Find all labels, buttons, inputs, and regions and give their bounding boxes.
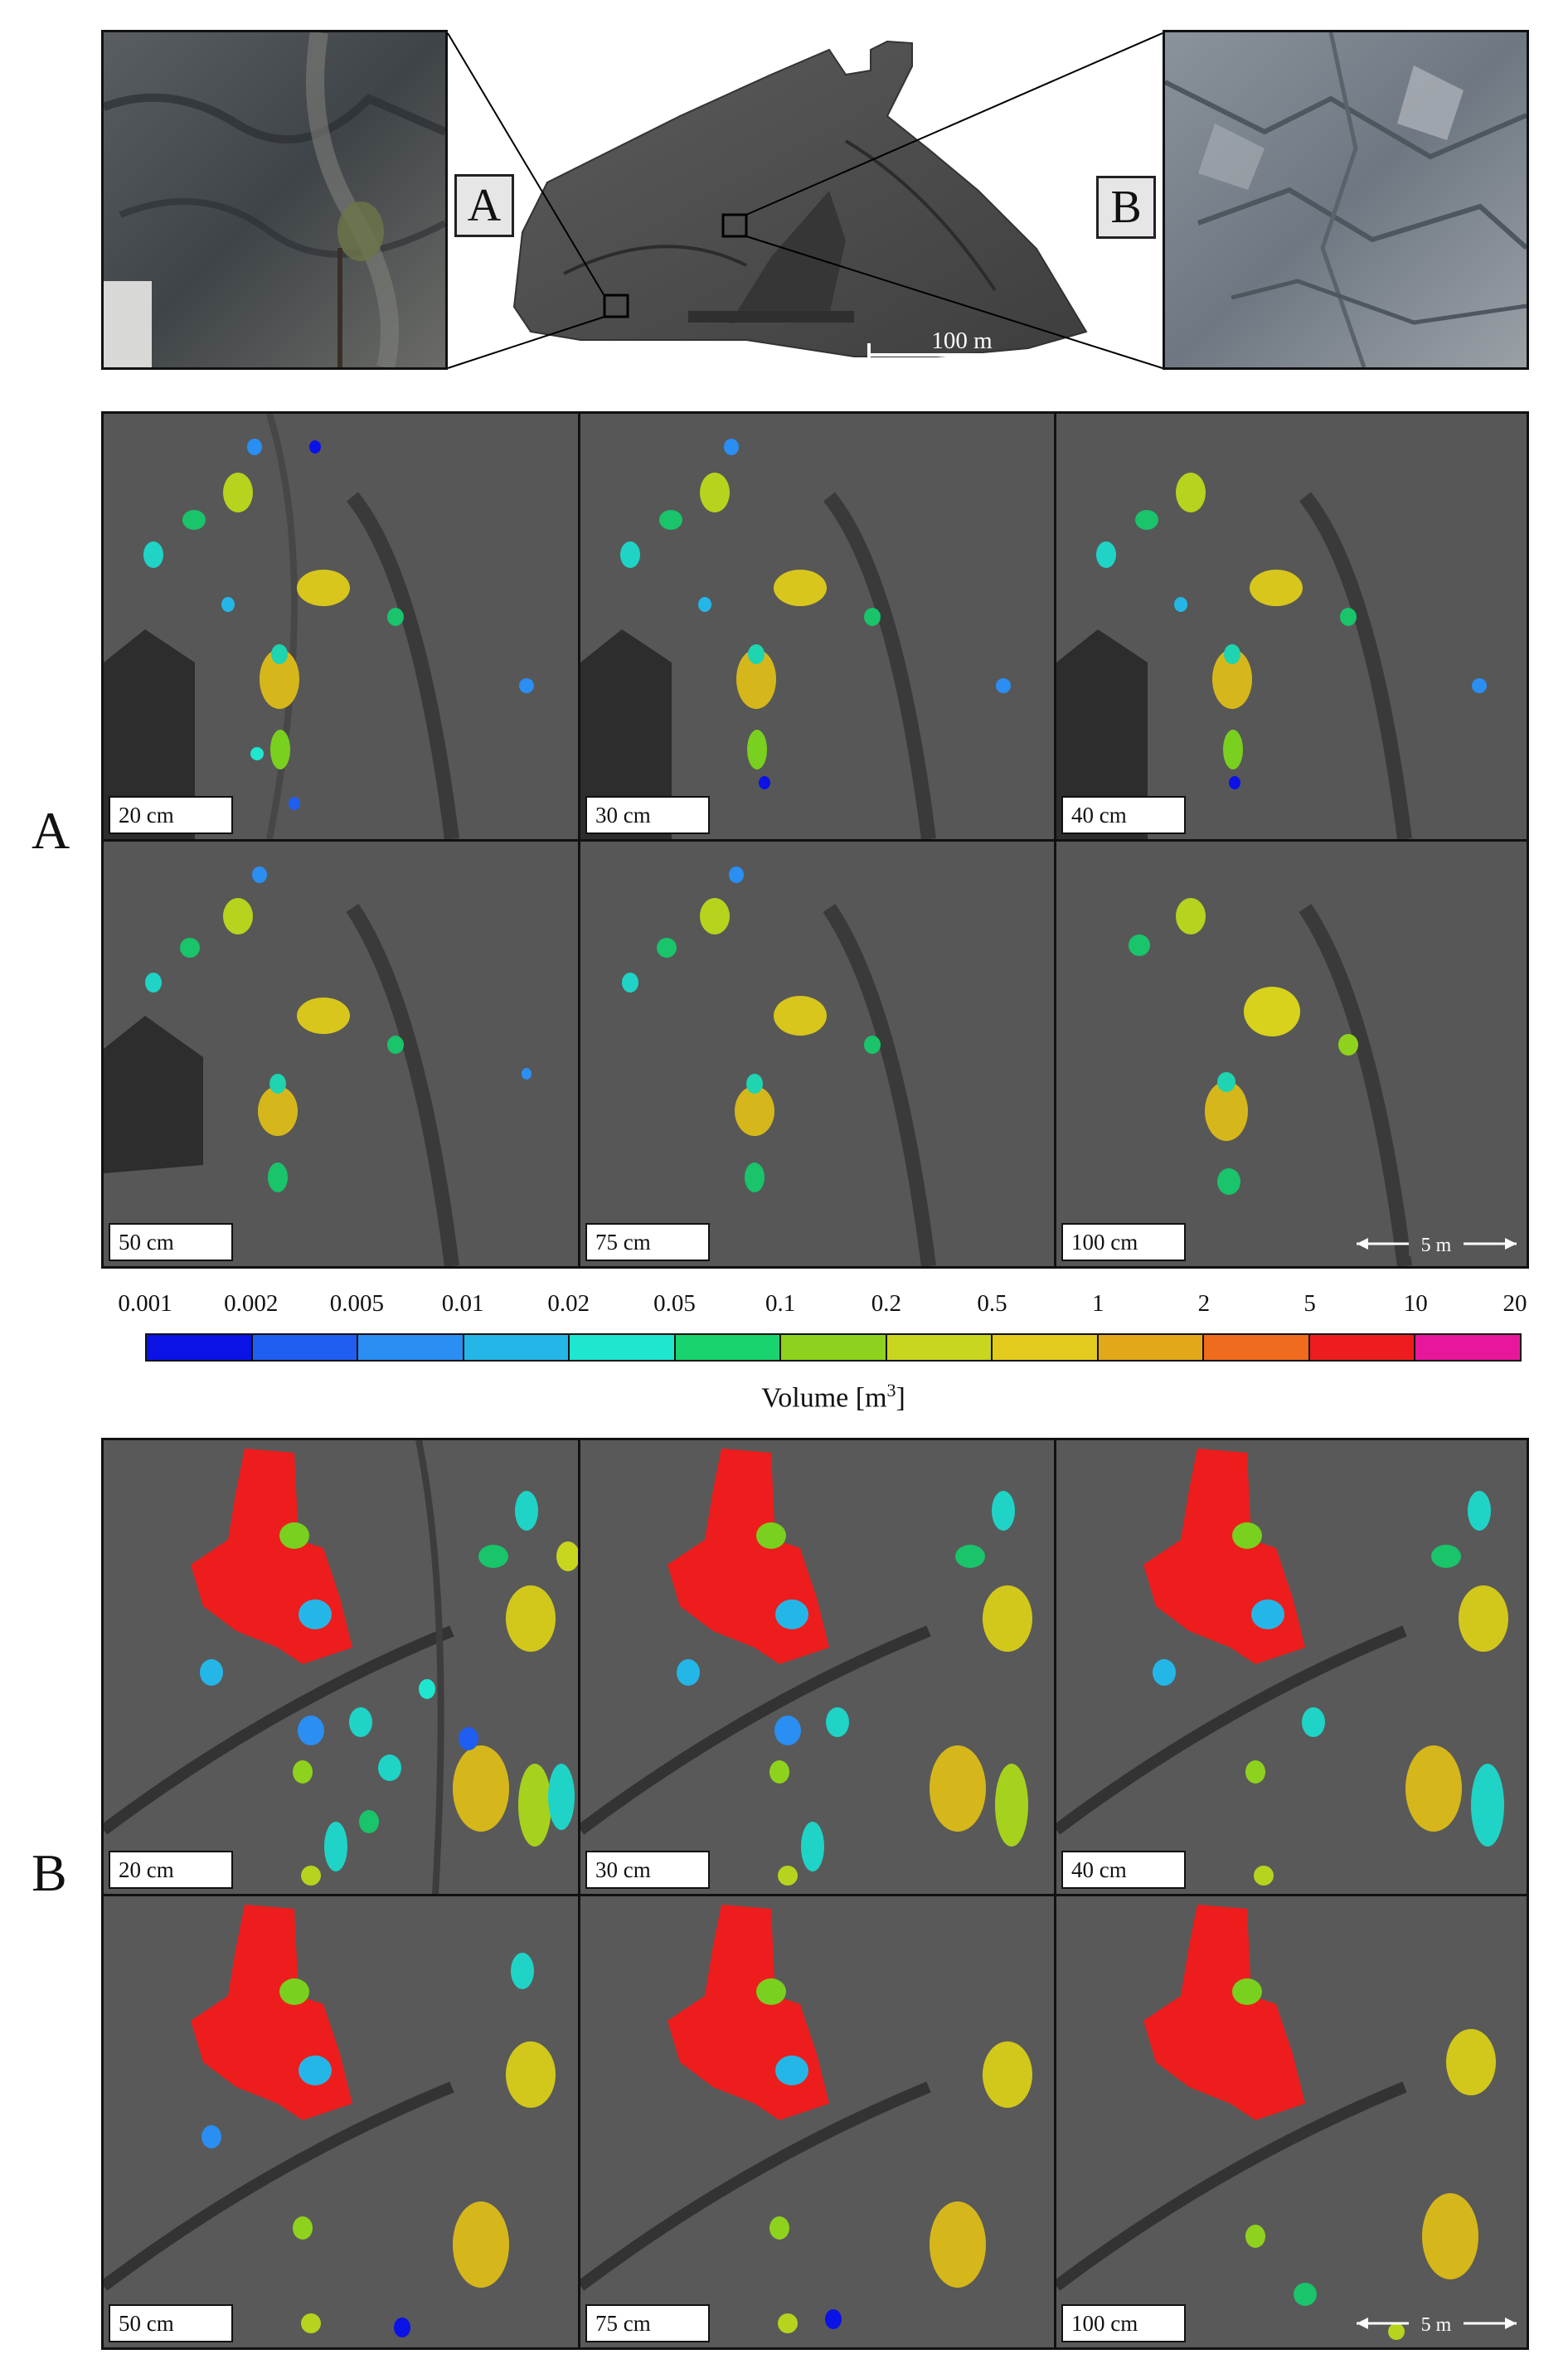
colorbar: 0.001 0.002 0.005 0.01 0.02 0.05 0.1 0.2 0.5 1 2 5 1… — [118, 1290, 1527, 1423]
terrain-render — [104, 842, 578, 1266]
terrain-render — [580, 1440, 1054, 1894]
section-b-label: B — [32, 1843, 67, 1902]
section-a-panel-40cm: 40 cm — [1056, 414, 1527, 839]
label-box-b: B — [1096, 176, 1156, 239]
panel-label: 100 cm — [1061, 2304, 1186, 2342]
colorbar-segment — [358, 1335, 464, 1360]
colorbar-segment — [570, 1335, 676, 1360]
terrain-render: 5 m — [1056, 842, 1527, 1266]
section-a-scale-label: 5 m — [1421, 1235, 1452, 1256]
terrain-render: 5 m — [1056, 1896, 1527, 2347]
colorbar-segment — [464, 1335, 570, 1360]
colorbar-segment — [1309, 1335, 1416, 1360]
colorbar-segment — [1204, 1335, 1310, 1360]
section-a-panel-30cm: 30 cm — [580, 414, 1054, 839]
colorbar-tick-label: 2 — [1197, 1290, 1211, 1317]
section-a-panel-20cm: 20 cm — [104, 414, 578, 839]
section-b-panel-20cm: 20 cm — [104, 1440, 578, 1894]
colorbar-segment — [781, 1335, 887, 1360]
photo-a-image — [104, 32, 445, 367]
location-box-b — [721, 213, 748, 238]
overview-scale-label: 100 m — [931, 328, 993, 354]
terrain-render — [104, 414, 578, 839]
colorbar-tick-label: 0.002 — [224, 1290, 279, 1317]
colorbar-segment — [1098, 1335, 1205, 1360]
colorbar-tick-label: 1 — [1091, 1290, 1104, 1317]
terrain-render — [580, 414, 1054, 839]
photo-b-image — [1165, 32, 1527, 367]
photo-b — [1163, 30, 1529, 370]
colorbar-tick-label: 0.2 — [871, 1290, 901, 1317]
colorbar-tick-label: 0.05 — [653, 1290, 696, 1317]
colorbar-segment — [993, 1335, 1099, 1360]
colorbar-tick-label: 10 — [1403, 1290, 1428, 1317]
colorbar-segment — [675, 1335, 782, 1360]
section-a-label: A — [32, 801, 70, 860]
colorbar-tick-label: 0.02 — [547, 1290, 590, 1317]
connector-lines — [447, 32, 1163, 369]
colorbar-segment — [886, 1335, 993, 1360]
colorbar-segment — [252, 1335, 359, 1360]
overview-terrain: 100 m — [512, 40, 1088, 366]
panel-label: 20 cm — [109, 1851, 233, 1889]
colorbar-tick-label: 5 — [1303, 1290, 1316, 1317]
photo-a — [101, 30, 448, 370]
colorbar-segment — [147, 1335, 253, 1360]
colorbar-label-close: ] — [896, 1382, 905, 1414]
panel-label: 30 cm — [585, 1851, 710, 1889]
colorbar-tick-label: 0.5 — [977, 1290, 1007, 1317]
terrain-render — [104, 1440, 578, 1894]
section-b-panel-40cm: 40 cm — [1056, 1440, 1527, 1894]
section-b-panel-75cm: 75 cm — [580, 1896, 1054, 2347]
terrain-render — [1056, 1440, 1527, 1894]
colorbar-tick-label: 0.001 — [118, 1290, 172, 1317]
colorbar-tick-label: 0.005 — [329, 1290, 384, 1317]
colorbar-label-text: Volume [m — [761, 1382, 887, 1414]
colorbar-tick-label: 20 — [1502, 1290, 1527, 1317]
terrain-render — [104, 1896, 578, 2347]
colorbar-bar — [145, 1333, 1522, 1362]
panel-label: 100 cm — [1061, 1223, 1186, 1261]
panel-label: 40 cm — [1061, 796, 1186, 834]
panel-label: 30 cm — [585, 796, 710, 834]
colorbar-ticks: 0.001 0.002 0.005 0.01 0.02 0.05 0.1 0.2 0.5 1 2 5 1… — [118, 1290, 1527, 1323]
section-b-grid: 20 cm 30 cm — [101, 1438, 1529, 2350]
terrain-render — [580, 842, 1054, 1266]
panel-label: 20 cm — [109, 796, 233, 834]
colorbar-label: Volume [m3] — [145, 1380, 1522, 1414]
section-a-panel-100cm: 5 m 100 cm — [1056, 842, 1527, 1266]
overview-row: A 100 m B — [0, 0, 1568, 381]
section-b-scale-label: 5 m — [1421, 2314, 1452, 2336]
colorbar-label-sup: 3 — [886, 1380, 896, 1400]
panel-label: 50 cm — [109, 1223, 233, 1261]
terrain-render — [580, 1896, 1054, 2347]
section-a-panel-50cm: 50 cm — [104, 842, 578, 1266]
panel-label: 75 cm — [585, 2304, 710, 2342]
panel-label: 50 cm — [109, 2304, 233, 2342]
section-a-grid: 20 cm 30 cm — [101, 411, 1529, 1269]
section-b-panel-50cm: 50 cm — [104, 1896, 578, 2347]
terrain-render — [1056, 414, 1527, 839]
colorbar-segment — [1415, 1335, 1520, 1360]
section-a-panel-75cm: 75 cm — [580, 842, 1054, 1266]
panel-label: 75 cm — [585, 1223, 710, 1261]
section-b-panel-30cm: 30 cm — [580, 1440, 1054, 1894]
label-box-a: A — [454, 174, 514, 237]
colorbar-tick-label: 0.1 — [765, 1290, 796, 1317]
section-b-panel-100cm: 5 m 100 cm — [1056, 1896, 1527, 2347]
colorbar-tick-label: 0.01 — [441, 1290, 484, 1317]
panel-label: 40 cm — [1061, 1851, 1186, 1889]
location-box-a — [603, 294, 629, 318]
